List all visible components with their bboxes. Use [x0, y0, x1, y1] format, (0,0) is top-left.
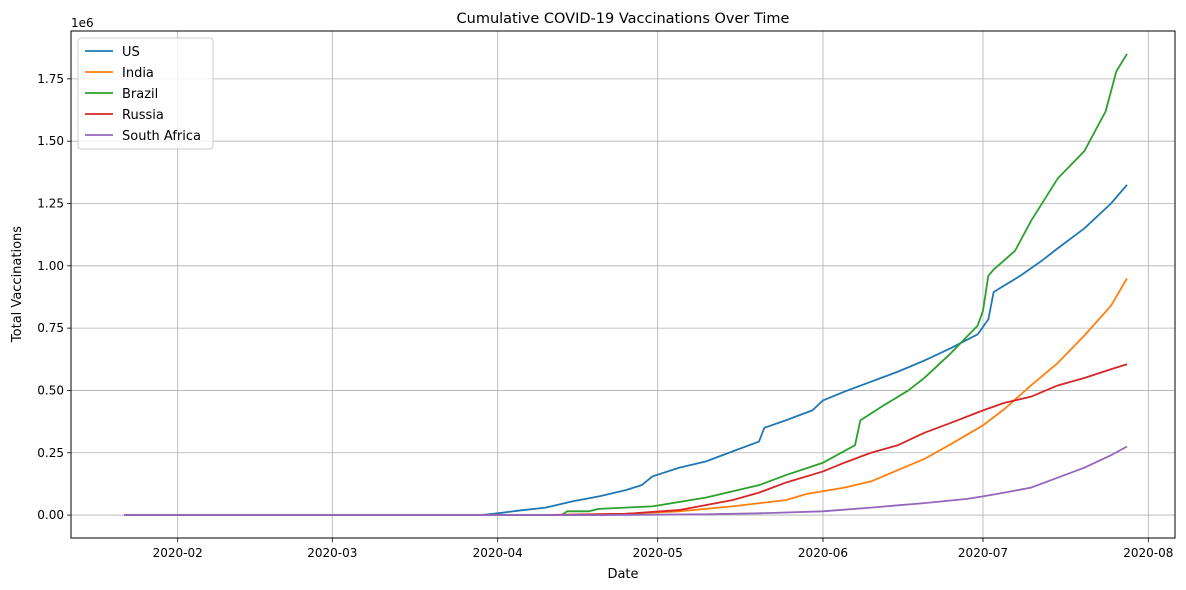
- x-tick-label: 2020-03: [307, 546, 357, 560]
- y-tick-label: 0.50: [37, 383, 64, 397]
- legend-label-russia: Russia: [122, 108, 164, 123]
- legend-label-south-africa: South Africa: [122, 129, 201, 144]
- x-tick-label: 2020-04: [473, 546, 523, 560]
- series-line-brazil: [124, 53, 1128, 516]
- x-axis-label: Date: [607, 567, 638, 582]
- x-tick-label: 2020-07: [958, 546, 1008, 560]
- y-tick-label: 1.00: [37, 259, 64, 273]
- legend: US India Brazil Russia South Africa: [77, 37, 214, 150]
- y-tick-label: 1.25: [37, 196, 64, 210]
- x-tick-label: 2020-08: [1123, 546, 1173, 560]
- y-axis-ticks: 0.00 0.25 0.50 0.75 1.00 1.25 1.50 1.75: [37, 72, 71, 522]
- legend-label-brazil: Brazil: [122, 87, 158, 102]
- y-axis-label: Total Vaccinations: [10, 226, 25, 343]
- series-lines: [124, 53, 1128, 516]
- y-tick-label: 1.75: [37, 72, 64, 86]
- series-line-russia: [124, 363, 1128, 516]
- y-axis-offset-label: 1e6: [71, 16, 94, 30]
- y-tick-label: 1.50: [37, 134, 64, 148]
- legend-label-india: India: [122, 66, 154, 81]
- legend-box: [77, 37, 214, 150]
- plot-frame: [70, 30, 1176, 539]
- legend-items: US India Brazil Russia South Africa: [85, 45, 201, 144]
- x-axis-ticks: 2020-02 2020-03 2020-04 2020-05 2020-06 2020-…: [153, 538, 1173, 560]
- y-tick-label: 0.75: [37, 321, 64, 335]
- series-line-india: [124, 277, 1128, 516]
- x-tick-label: 2020-05: [633, 546, 683, 560]
- x-tick-label: 2020-06: [798, 546, 848, 560]
- series-line-south-africa: [124, 445, 1128, 516]
- y-tick-label: 0.25: [37, 446, 64, 460]
- y-tick-label: 0.00: [37, 508, 64, 522]
- x-tick-label: 2020-02: [153, 546, 203, 560]
- series-line-us: [124, 184, 1128, 516]
- legend-label-us: US: [122, 45, 140, 60]
- chart-title: Cumulative COVID-19 Vaccinations Over Ti…: [457, 11, 790, 27]
